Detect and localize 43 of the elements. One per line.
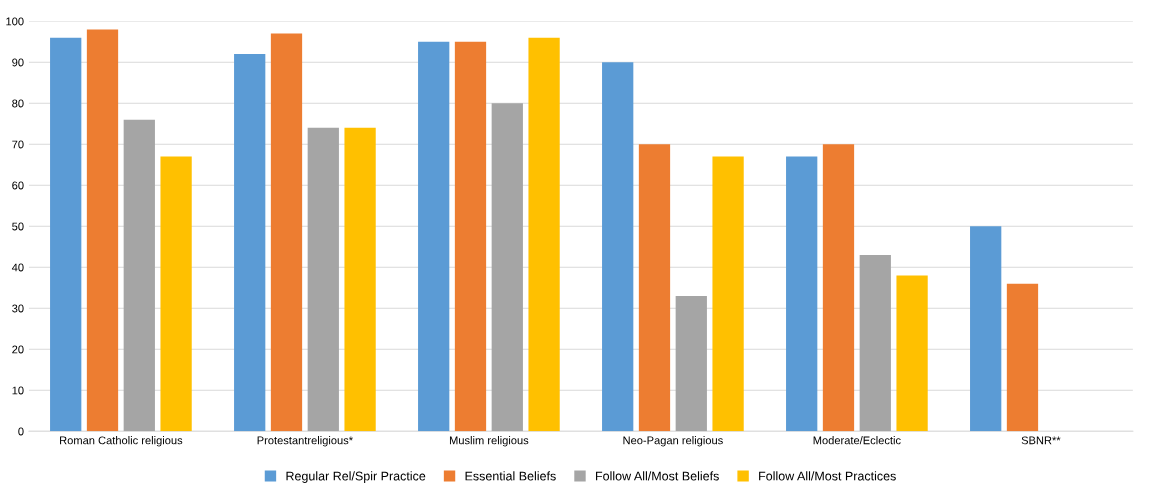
legend-label: Essential Beliefs [465,471,556,481]
y-tick-label: 0 [18,427,24,436]
bar [1006,283,1039,432]
bar [234,54,266,432]
legend-label: Follow All/Most Practices [759,471,896,481]
bar [675,295,707,432]
bar [50,37,82,432]
x-tick-label: Protestantreligious* [257,436,353,447]
bar [602,62,634,432]
y-tick-label: 90 [12,58,24,67]
bar [418,41,450,432]
x-tick-label: Moderate/Eclectic [813,436,901,445]
bar [86,29,119,432]
legend-label: Regular Rel/Spir Practice [286,471,426,483]
bar [786,156,818,432]
y-tick-label: 40 [11,263,24,272]
bar [896,275,928,432]
legend-label: Follow All/Most Beliefs [596,471,719,481]
y-tick-label: 10 [12,386,24,395]
bar [712,156,744,432]
x-tick-label: SBNR** [1021,436,1061,445]
bar [638,144,671,432]
x-tick-label: Neo-Pagan religious [623,436,723,447]
y-tick-label: 80 [12,99,24,108]
bar [160,156,192,432]
bar [970,226,1002,432]
bar [491,103,523,432]
y-tick-label: 70 [12,140,24,149]
x-tick-label: Muslim religious [449,436,529,447]
bar [344,127,376,432]
bar [822,144,855,432]
y-tick-label: 60 [12,181,24,190]
bar [454,41,487,432]
y-tick-label: 50 [12,222,24,231]
y-tick-label: 30 [12,304,24,313]
bar [528,37,560,432]
bar [270,33,303,432]
bar [123,119,155,432]
x-tick-label: Roman Catholic religious [60,436,183,447]
y-tick-label: 100 [6,17,24,26]
bar [859,254,891,432]
y-tick-label: 20 [12,345,24,354]
bar [307,127,339,432]
